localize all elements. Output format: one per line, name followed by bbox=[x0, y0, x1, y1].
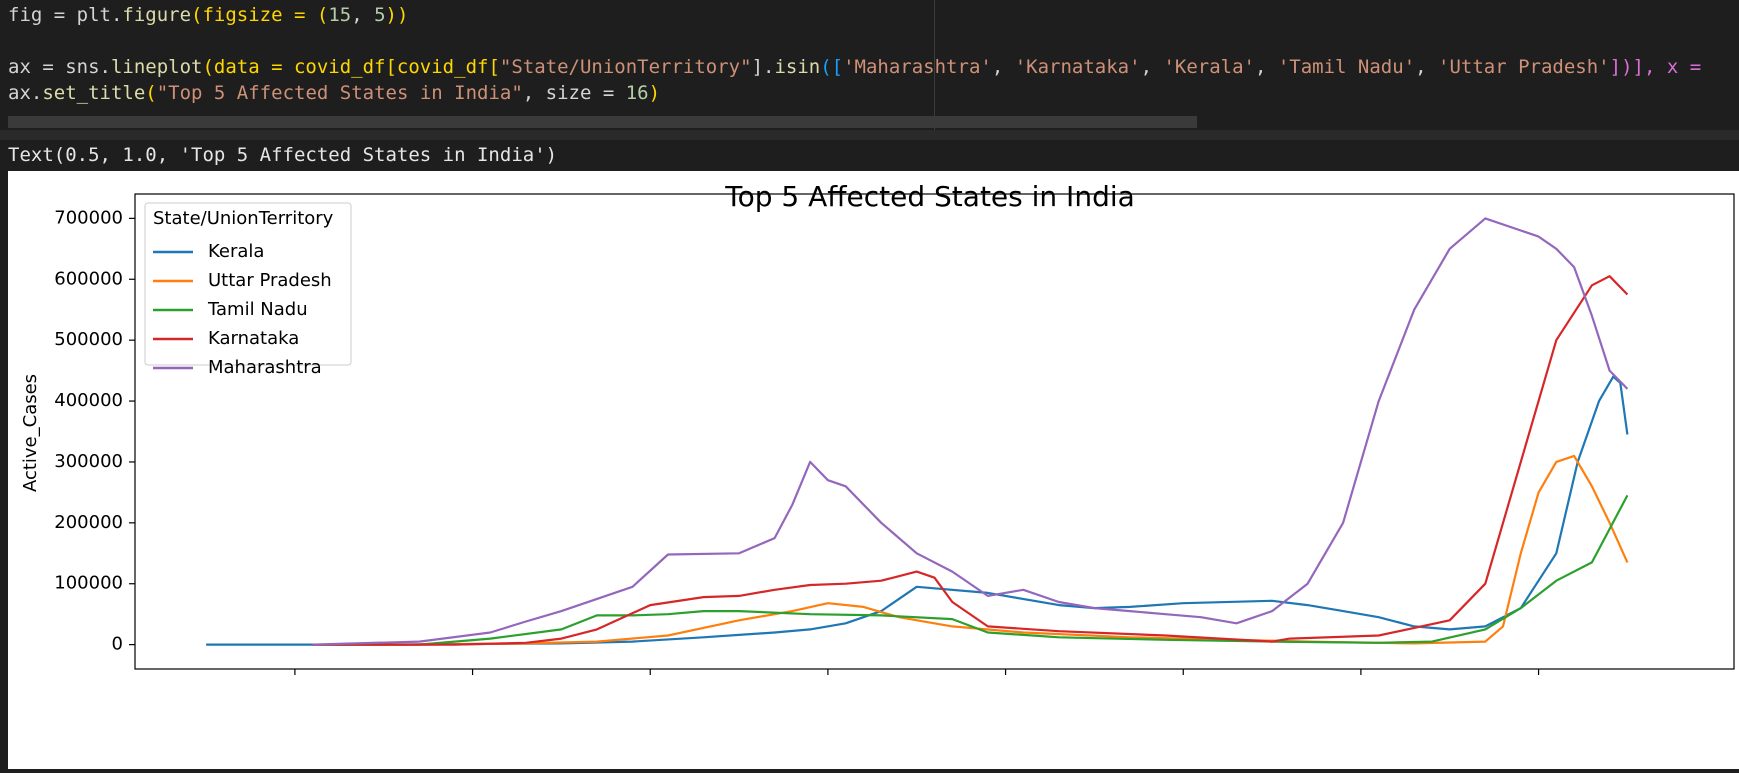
cell-separator bbox=[0, 130, 1739, 140]
y-tick-label: 100000 bbox=[54, 573, 123, 594]
y-tick-label: 400000 bbox=[54, 390, 123, 411]
plot-frame bbox=[134, 193, 1735, 670]
line-chart: Top 5 Affected States in India Active_Ca… bbox=[20, 180, 1735, 675]
series-lines bbox=[206, 217, 1629, 646]
editor-ruler bbox=[934, 0, 935, 130]
legend-title: State/UnionTerritory bbox=[153, 208, 334, 229]
chart-figure: Top 5 Affected States in India Active_Ca… bbox=[8, 171, 1739, 769]
series-line-tamil-nadu bbox=[312, 494, 1629, 646]
legend-label: Maharashtra bbox=[208, 357, 322, 378]
y-ticks: 0 100000 200000 300000 400000 500000 600000 700… bbox=[54, 207, 135, 655]
code-cell[interactable]: fig = plt.figure(figsize = (15, 5)) ax =… bbox=[0, 0, 1739, 130]
y-tick-label: 500000 bbox=[54, 329, 123, 350]
series-line-maharashtra bbox=[312, 217, 1629, 646]
y-tick-label: 0 bbox=[112, 634, 123, 655]
legend-items: Kerala Uttar Pradesh Tamil Nadu Karnataka Ma… bbox=[153, 241, 332, 378]
y-tick-label: 600000 bbox=[54, 268, 123, 289]
legend-label: Uttar Pradesh bbox=[208, 270, 332, 291]
x-ticks bbox=[294, 669, 1540, 675]
legend-label: Kerala bbox=[208, 241, 264, 262]
y-tick-label: 200000 bbox=[54, 512, 123, 533]
legend: State/UnionTerritory Kerala Uttar Pradesh… bbox=[144, 202, 352, 378]
y-axis-label: Active_Cases bbox=[20, 374, 41, 492]
code-line-1: fig = plt.figure(figsize = (15, 5)) bbox=[8, 4, 409, 26]
y-tick-label: 700000 bbox=[54, 207, 123, 228]
series-line-uttar-pradesh bbox=[312, 454, 1629, 646]
legend-label: Karnataka bbox=[208, 328, 299, 349]
series-line-kerala bbox=[206, 375, 1629, 646]
output-text: Text(0.5, 1.0, 'Top 5 Affected States in… bbox=[8, 144, 558, 166]
code-line-2: ax = sns.lineplot(data = covid_df[covid_… bbox=[8, 56, 1702, 78]
legend-label: Tamil Nadu bbox=[207, 299, 308, 320]
code-line-3: ax.set_title("Top 5 Affected States in I… bbox=[8, 82, 661, 104]
horizontal-scrollbar[interactable] bbox=[8, 116, 1197, 128]
legend-box bbox=[144, 202, 352, 366]
chart-title: Top 5 Affected States in India bbox=[724, 180, 1135, 213]
series-line-karnataka bbox=[312, 275, 1629, 646]
y-tick-label: 300000 bbox=[54, 451, 123, 472]
